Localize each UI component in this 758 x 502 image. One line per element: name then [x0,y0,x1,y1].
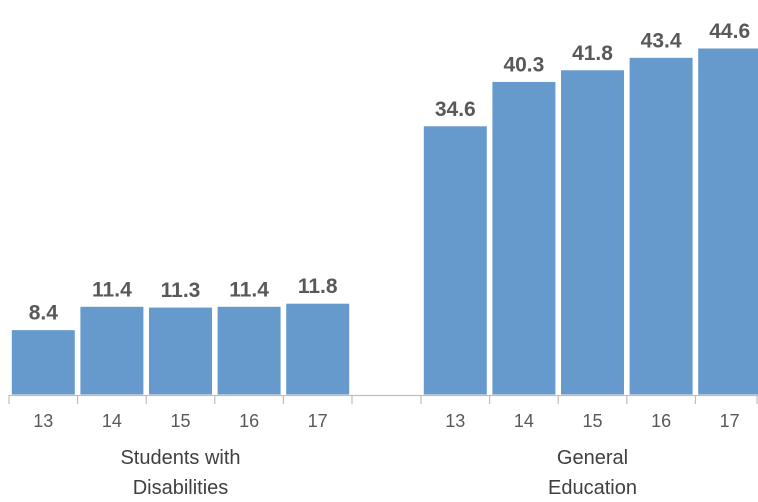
x-tick-label: 13 [445,411,465,431]
data-labels-layer: 8.4 11.4 11.3 11.4 11.8 34.6 40.3 41.8 43.4 44.6 [29,20,750,325]
bar [697,47,758,396]
group-label: Education [548,477,637,499]
x-tick-label: 15 [582,411,602,431]
data-label: 8.4 [29,302,59,325]
bar [422,125,488,396]
x-tick-label: 13 [33,411,53,431]
group-label: Disabilities [133,477,229,499]
data-label: 11.3 [161,279,201,302]
x-tick-label: 14 [514,411,534,431]
bar [285,302,351,396]
x-tick-label: 16 [239,411,259,431]
bar [560,69,625,396]
bar [10,329,76,396]
bar [628,56,694,396]
group-label: Students with [120,447,240,469]
group-label: General [557,447,628,469]
data-label: 44.6 [709,20,750,43]
x-axis: 13 14 15 16 17 Students with Disabilities 13 14 1… [8,394,758,499]
data-label: 11.4 [92,278,132,301]
data-label: 34.6 [435,98,476,121]
x-tick-label: 15 [170,411,190,431]
data-label: 43.4 [641,29,682,52]
data-label: 11.8 [298,275,338,298]
x-tick-label: 17 [308,411,328,431]
x-tick-label: 16 [651,411,671,431]
bar [491,80,557,396]
x-tick-label: 14 [102,411,122,431]
data-label: 11.4 [229,278,269,301]
data-label: 40.3 [503,53,544,76]
bars-layer [10,47,758,396]
bar [148,306,213,396]
bar [79,305,145,396]
data-label: 41.8 [572,42,613,65]
x-tick-label: 17 [720,411,740,431]
bar [216,305,282,396]
